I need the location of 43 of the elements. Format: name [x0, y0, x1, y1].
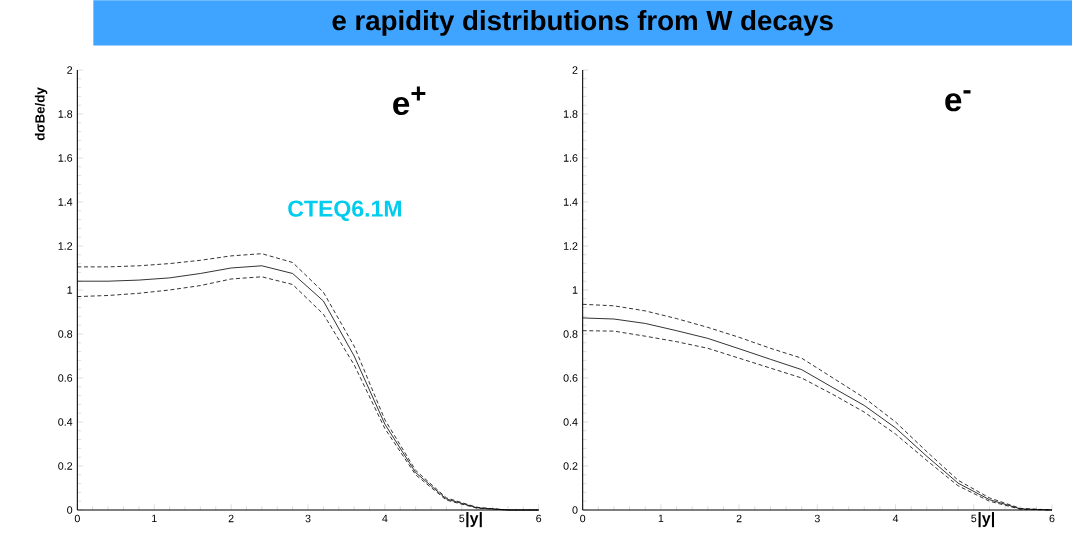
y-tick-label: 1 — [67, 286, 73, 294]
y-tick-label: 0 — [572, 506, 578, 514]
x-tick-label: 2 — [736, 514, 742, 523]
x-tick-label: 0 — [580, 514, 586, 523]
x-tick-label: 5 — [971, 514, 977, 523]
chart-title: e rapidity distributions from W decays — [332, 10, 833, 36]
y-tick-label: 0.6 — [58, 374, 73, 382]
y-tick-label: 0.2 — [58, 462, 73, 470]
y-tick-label: 0.4 — [58, 418, 73, 426]
y-tick-label: 2 — [67, 66, 73, 74]
y-tick-label: 1.2 — [58, 242, 73, 250]
y-tick-label: 0 — [67, 506, 73, 514]
y-tick-label: 1 — [572, 286, 578, 294]
annotation: e$^{+}$ — [393, 86, 426, 116]
y-tick-label: 2 — [572, 66, 578, 74]
y-tick-label: 0.8 — [563, 330, 578, 338]
x-tick-label: 2 — [228, 514, 234, 523]
annotation: e$^{-}$ — [945, 90, 971, 112]
y-tick-label: 0.2 — [563, 462, 578, 470]
y-tick-label: 1.8 — [563, 110, 578, 118]
y-tick-label: 1.8 — [58, 110, 73, 118]
x-tick-label: 1 — [658, 514, 664, 523]
x-tick-label: 6 — [1049, 514, 1055, 523]
x-tick-label: 1 — [152, 514, 157, 523]
y-tick-label: 1.6 — [563, 154, 578, 162]
x-tick-label: 5 — [459, 514, 465, 523]
x-tick-label: 6 — [536, 514, 542, 523]
y-tick-label: 0.4 — [563, 418, 578, 426]
x-axis-title: |y| — [978, 512, 994, 528]
x-tick-label: 0 — [74, 514, 80, 523]
x-tick-label: 3 — [814, 514, 820, 523]
x-tick-label: 4 — [382, 514, 388, 523]
annotation: CTEQ6.1M — [288, 200, 401, 222]
y-tick-label: 1.4 — [58, 198, 73, 206]
x-tick-label: 3 — [305, 514, 311, 523]
y-tick-label: 0.6 — [563, 374, 578, 382]
x-axis-title: |y| — [466, 512, 482, 528]
y-tick-label: 1.6 — [58, 154, 73, 162]
y-tick-label: 1.2 — [563, 242, 578, 250]
y-axis-title: dσBe/dy — [34, 87, 48, 141]
y-tick-label: 1.4 — [563, 198, 578, 206]
x-tick-label: 4 — [892, 514, 899, 523]
y-tick-label: 0.8 — [58, 330, 73, 338]
